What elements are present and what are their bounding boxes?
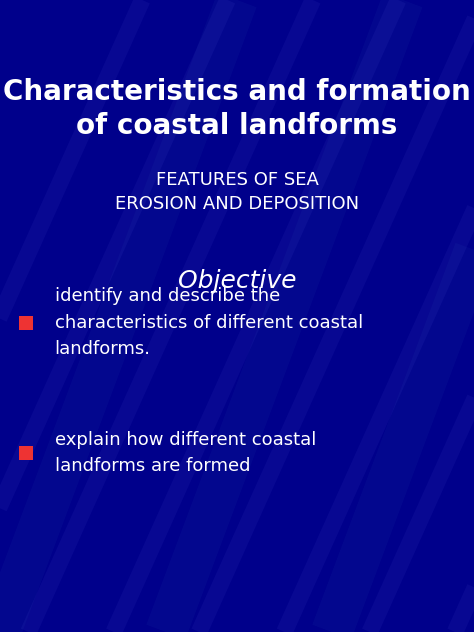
Text: of coastal landforms: of coastal landforms [76,112,398,140]
FancyBboxPatch shape [19,316,33,330]
Text: characteristics of different coastal: characteristics of different coastal [55,314,363,332]
FancyBboxPatch shape [19,446,33,460]
Text: landforms are formed: landforms are formed [55,458,250,475]
Text: EROSION AND DEPOSITION: EROSION AND DEPOSITION [115,195,359,212]
Text: Characteristics and formation: Characteristics and formation [3,78,471,106]
Text: Objective: Objective [178,269,296,293]
Text: explain how different coastal: explain how different coastal [55,431,316,449]
Text: identify and describe the: identify and describe the [55,288,280,305]
Text: FEATURES OF SEA: FEATURES OF SEA [155,171,319,189]
Text: landforms.: landforms. [55,341,151,358]
